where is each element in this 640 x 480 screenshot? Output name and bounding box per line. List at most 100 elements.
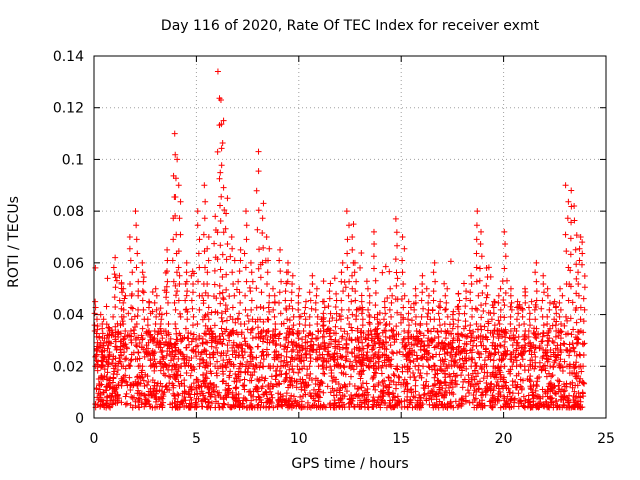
data-point <box>127 328 134 335</box>
data-point <box>377 404 384 411</box>
data-point <box>189 322 196 329</box>
data-point <box>577 316 584 323</box>
data-point <box>104 359 111 366</box>
data-point <box>172 347 179 354</box>
data-point <box>330 387 337 394</box>
data-point <box>324 383 331 390</box>
data-point <box>244 312 251 319</box>
data-point <box>353 306 360 313</box>
data-point <box>382 339 389 346</box>
data-point <box>393 269 400 276</box>
data-point <box>290 322 297 329</box>
data-point <box>237 246 244 253</box>
data-point <box>490 304 497 311</box>
data-point <box>218 121 225 128</box>
data-point <box>134 356 141 363</box>
data-point <box>480 342 487 349</box>
data-point <box>159 335 166 342</box>
data-point <box>178 380 185 387</box>
data-point <box>358 363 365 370</box>
data-point <box>218 193 225 200</box>
data-point <box>314 320 321 327</box>
data-point <box>580 295 587 302</box>
data-point <box>169 353 176 360</box>
data-point <box>393 282 400 289</box>
data-point <box>455 317 462 324</box>
data-point <box>343 208 350 215</box>
data-point <box>382 328 389 335</box>
data-point <box>146 328 153 335</box>
data-point <box>571 202 578 209</box>
data-point <box>542 398 549 405</box>
data-point <box>151 394 158 401</box>
data-point <box>538 338 545 345</box>
data-point <box>333 290 340 297</box>
data-point <box>360 367 367 374</box>
data-point <box>179 390 186 397</box>
data-point <box>134 250 141 257</box>
data-point <box>194 390 201 397</box>
data-point <box>227 313 234 320</box>
data-point <box>412 313 419 320</box>
data-point <box>572 334 579 341</box>
data-point <box>298 386 305 393</box>
data-point <box>561 358 568 365</box>
data-point <box>501 343 508 350</box>
data-point <box>296 366 303 373</box>
data-point <box>320 278 327 285</box>
data-point <box>375 358 382 365</box>
data-point <box>397 311 404 318</box>
data-point <box>454 330 461 337</box>
data-point <box>163 294 170 301</box>
data-point <box>170 236 177 243</box>
data-point <box>149 288 156 295</box>
data-point <box>405 339 412 346</box>
data-point <box>452 377 459 384</box>
data-point <box>405 316 412 323</box>
data-point <box>98 363 105 370</box>
data-point <box>538 366 545 373</box>
data-point <box>278 352 285 359</box>
data-point <box>177 350 184 357</box>
data-point <box>400 351 407 358</box>
data-point <box>153 292 160 299</box>
data-point <box>491 395 498 402</box>
data-point <box>354 325 361 332</box>
data-point <box>302 379 309 386</box>
data-point <box>164 268 171 275</box>
data-point <box>546 299 553 306</box>
data-point <box>235 352 242 359</box>
data-point <box>532 387 539 394</box>
data-point <box>260 403 267 410</box>
data-point <box>158 311 165 318</box>
data-point <box>321 304 328 311</box>
data-point <box>118 379 125 386</box>
data-point <box>223 271 230 278</box>
data-point <box>465 372 472 379</box>
data-point <box>146 403 153 410</box>
data-point <box>395 373 402 380</box>
data-point <box>219 331 226 338</box>
data-point <box>432 401 439 408</box>
data-point <box>153 363 160 370</box>
data-point <box>544 313 551 320</box>
data-point <box>418 313 425 320</box>
data-point <box>428 366 435 373</box>
data-point <box>288 338 295 345</box>
data-point <box>488 380 495 387</box>
data-point <box>473 222 480 229</box>
data-point <box>140 306 147 313</box>
data-point <box>351 353 358 360</box>
data-point <box>447 373 454 380</box>
data-point <box>266 292 273 299</box>
data-point <box>230 339 237 346</box>
data-point <box>312 306 319 313</box>
data-point <box>194 342 201 349</box>
data-point <box>235 373 242 380</box>
data-point <box>514 381 521 388</box>
data-point <box>437 389 444 396</box>
data-point <box>288 348 295 355</box>
data-point <box>387 342 394 349</box>
data-point <box>366 320 373 327</box>
data-point <box>567 283 574 290</box>
